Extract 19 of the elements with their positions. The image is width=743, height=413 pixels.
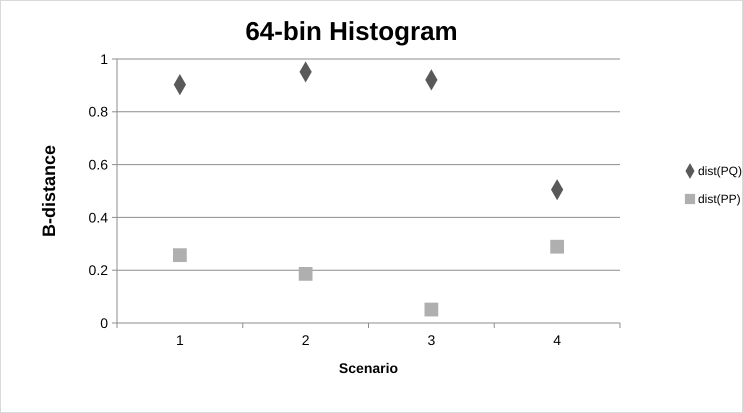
legend-label: dist(PQ) — [698, 164, 742, 178]
y-tick-label: 0.8 — [88, 104, 108, 120]
y-tick-label: 0.6 — [88, 156, 108, 172]
x-tick-label: 3 — [427, 332, 436, 348]
point — [298, 267, 313, 281]
x-tick-label: 4 — [553, 332, 562, 348]
y-tick-label: 0.4 — [88, 209, 108, 226]
x-tick-label: 1 — [176, 332, 184, 348]
y-axis-title: B-distance — [39, 144, 59, 238]
point — [424, 302, 438, 316]
x-axis-title: Scenario — [338, 360, 398, 376]
y-tick-label: 0.2 — [88, 262, 108, 278]
y-tick-label: 1 — [100, 50, 108, 67]
point — [172, 248, 187, 262]
chart-title: 64-bin Histogram — [245, 16, 458, 46]
x-tick-label: 2 — [302, 332, 310, 348]
point — [550, 240, 564, 254]
y-tick-label: 0 — [100, 314, 108, 331]
legend-label: dist(PP) — [698, 192, 741, 206]
